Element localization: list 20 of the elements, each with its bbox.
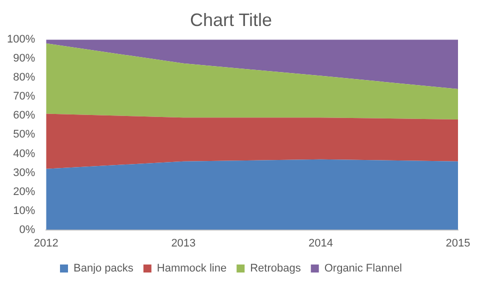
y-tick-label: 40% [13,148,36,160]
y-tick-label: 50% [13,128,36,141]
y-tick-label: 100% [6,34,36,46]
y-tick-label: 80% [13,72,36,84]
x-tick-label: 2012 [34,237,58,250]
legend-label: Retrobags [250,262,302,275]
legend-label: Organic Flannel [324,262,402,275]
x-tick-label: 2015 [446,237,470,250]
y-tick-label: 60% [13,110,36,122]
y-tick-label: 20% [13,186,36,198]
y-tick-label: 30% [13,166,36,179]
y-tick-label: 10% [13,204,36,217]
chart-title: Chart Title [190,10,272,30]
y-tick-label: 90% [13,52,36,65]
x-tick-label: 2014 [308,237,333,250]
legend-label: Hammock line [156,262,227,275]
y-tick-label: 0% [19,224,36,236]
x-tick-label: 2013 [171,237,196,250]
legend-label: Banjo packs [73,262,134,275]
y-tick-label: 70% [13,90,36,103]
